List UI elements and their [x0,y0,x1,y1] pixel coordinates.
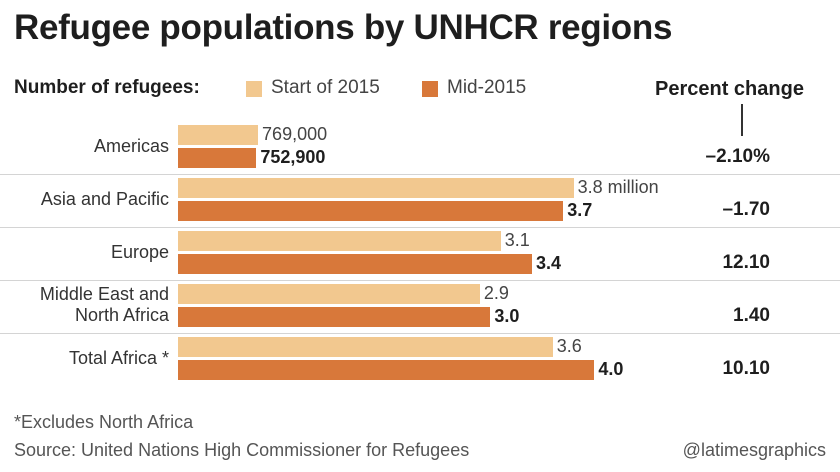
percent-change-asia-and-pacific: –1.70 [722,199,770,220]
percent-change-header: Percent change [655,78,804,100]
value-label-mid-2015-europe: 3.4 [535,253,561,273]
percent-change-total-africa: 10.10 [722,358,770,379]
percent-change-tick [741,104,743,136]
bar-start-2015-middle-east-and-north-africa [178,284,480,304]
value-label-mid-2015-asia-and-pacific: 3.7 [567,200,593,220]
bar-start-2015-asia-and-pacific [178,178,574,198]
value-label-mid-2015-americas: 752,900 [260,147,326,167]
row-separator [0,174,840,175]
bar-mid-2015-europe [178,254,532,274]
row-separator [0,333,840,334]
category-label-total-africa: Total Africa * [68,347,169,368]
legend-title: Number of refugees: [14,77,200,98]
value-label-start-2015-middle-east-and-north-africa: 2.9 [483,283,509,303]
chart-title: Refugee populations by UNHCR regions [14,8,673,47]
bar-mid-2015-asia-and-pacific [178,201,564,221]
category-label-middle-east-and-north-africa: Middle East and North Africa [39,284,169,325]
source-line: Source: United Nations High Commissioner… [14,440,470,460]
value-label-start-2015-asia-and-pacific: 3.8 million [577,177,659,197]
footnote: *Excludes North Africa [14,412,194,432]
legend-swatch-start-2015 [246,81,262,97]
bar-mid-2015-americas [178,148,257,168]
category-label-europe: Europe [110,241,169,262]
value-label-start-2015-total-africa: 3.6 [556,336,582,356]
category-label-americas: Americas [93,135,169,156]
percent-change-americas: –2.10% [705,146,770,167]
value-label-mid-2015-middle-east-and-north-africa: 3.0 [494,306,520,326]
credit-line: @latimesgraphics [682,440,826,460]
bar-start-2015-americas [178,125,259,145]
bar-start-2015-total-africa [178,337,553,357]
row-separator [0,227,840,228]
value-label-start-2015-europe: 3.1 [504,230,530,250]
category-label-asia-and-pacific: Asia and Pacific [40,188,169,209]
bar-mid-2015-middle-east-and-north-africa [178,307,491,327]
legend-swatch-mid-2015 [422,81,438,97]
bar-mid-2015-total-africa [178,360,595,380]
value-label-start-2015-americas: 769,000 [262,124,328,144]
bar-start-2015-europe [178,231,501,251]
legend-label-mid-2015: Mid-2015 [447,77,527,98]
value-label-mid-2015-total-africa: 4.0 [598,359,624,379]
percent-change-middle-east-and-north-africa: 1.40 [733,305,770,326]
row-separator [0,280,840,281]
legend-label-start-2015: Start of 2015 [271,77,380,98]
percent-change-europe: 12.10 [722,252,770,273]
